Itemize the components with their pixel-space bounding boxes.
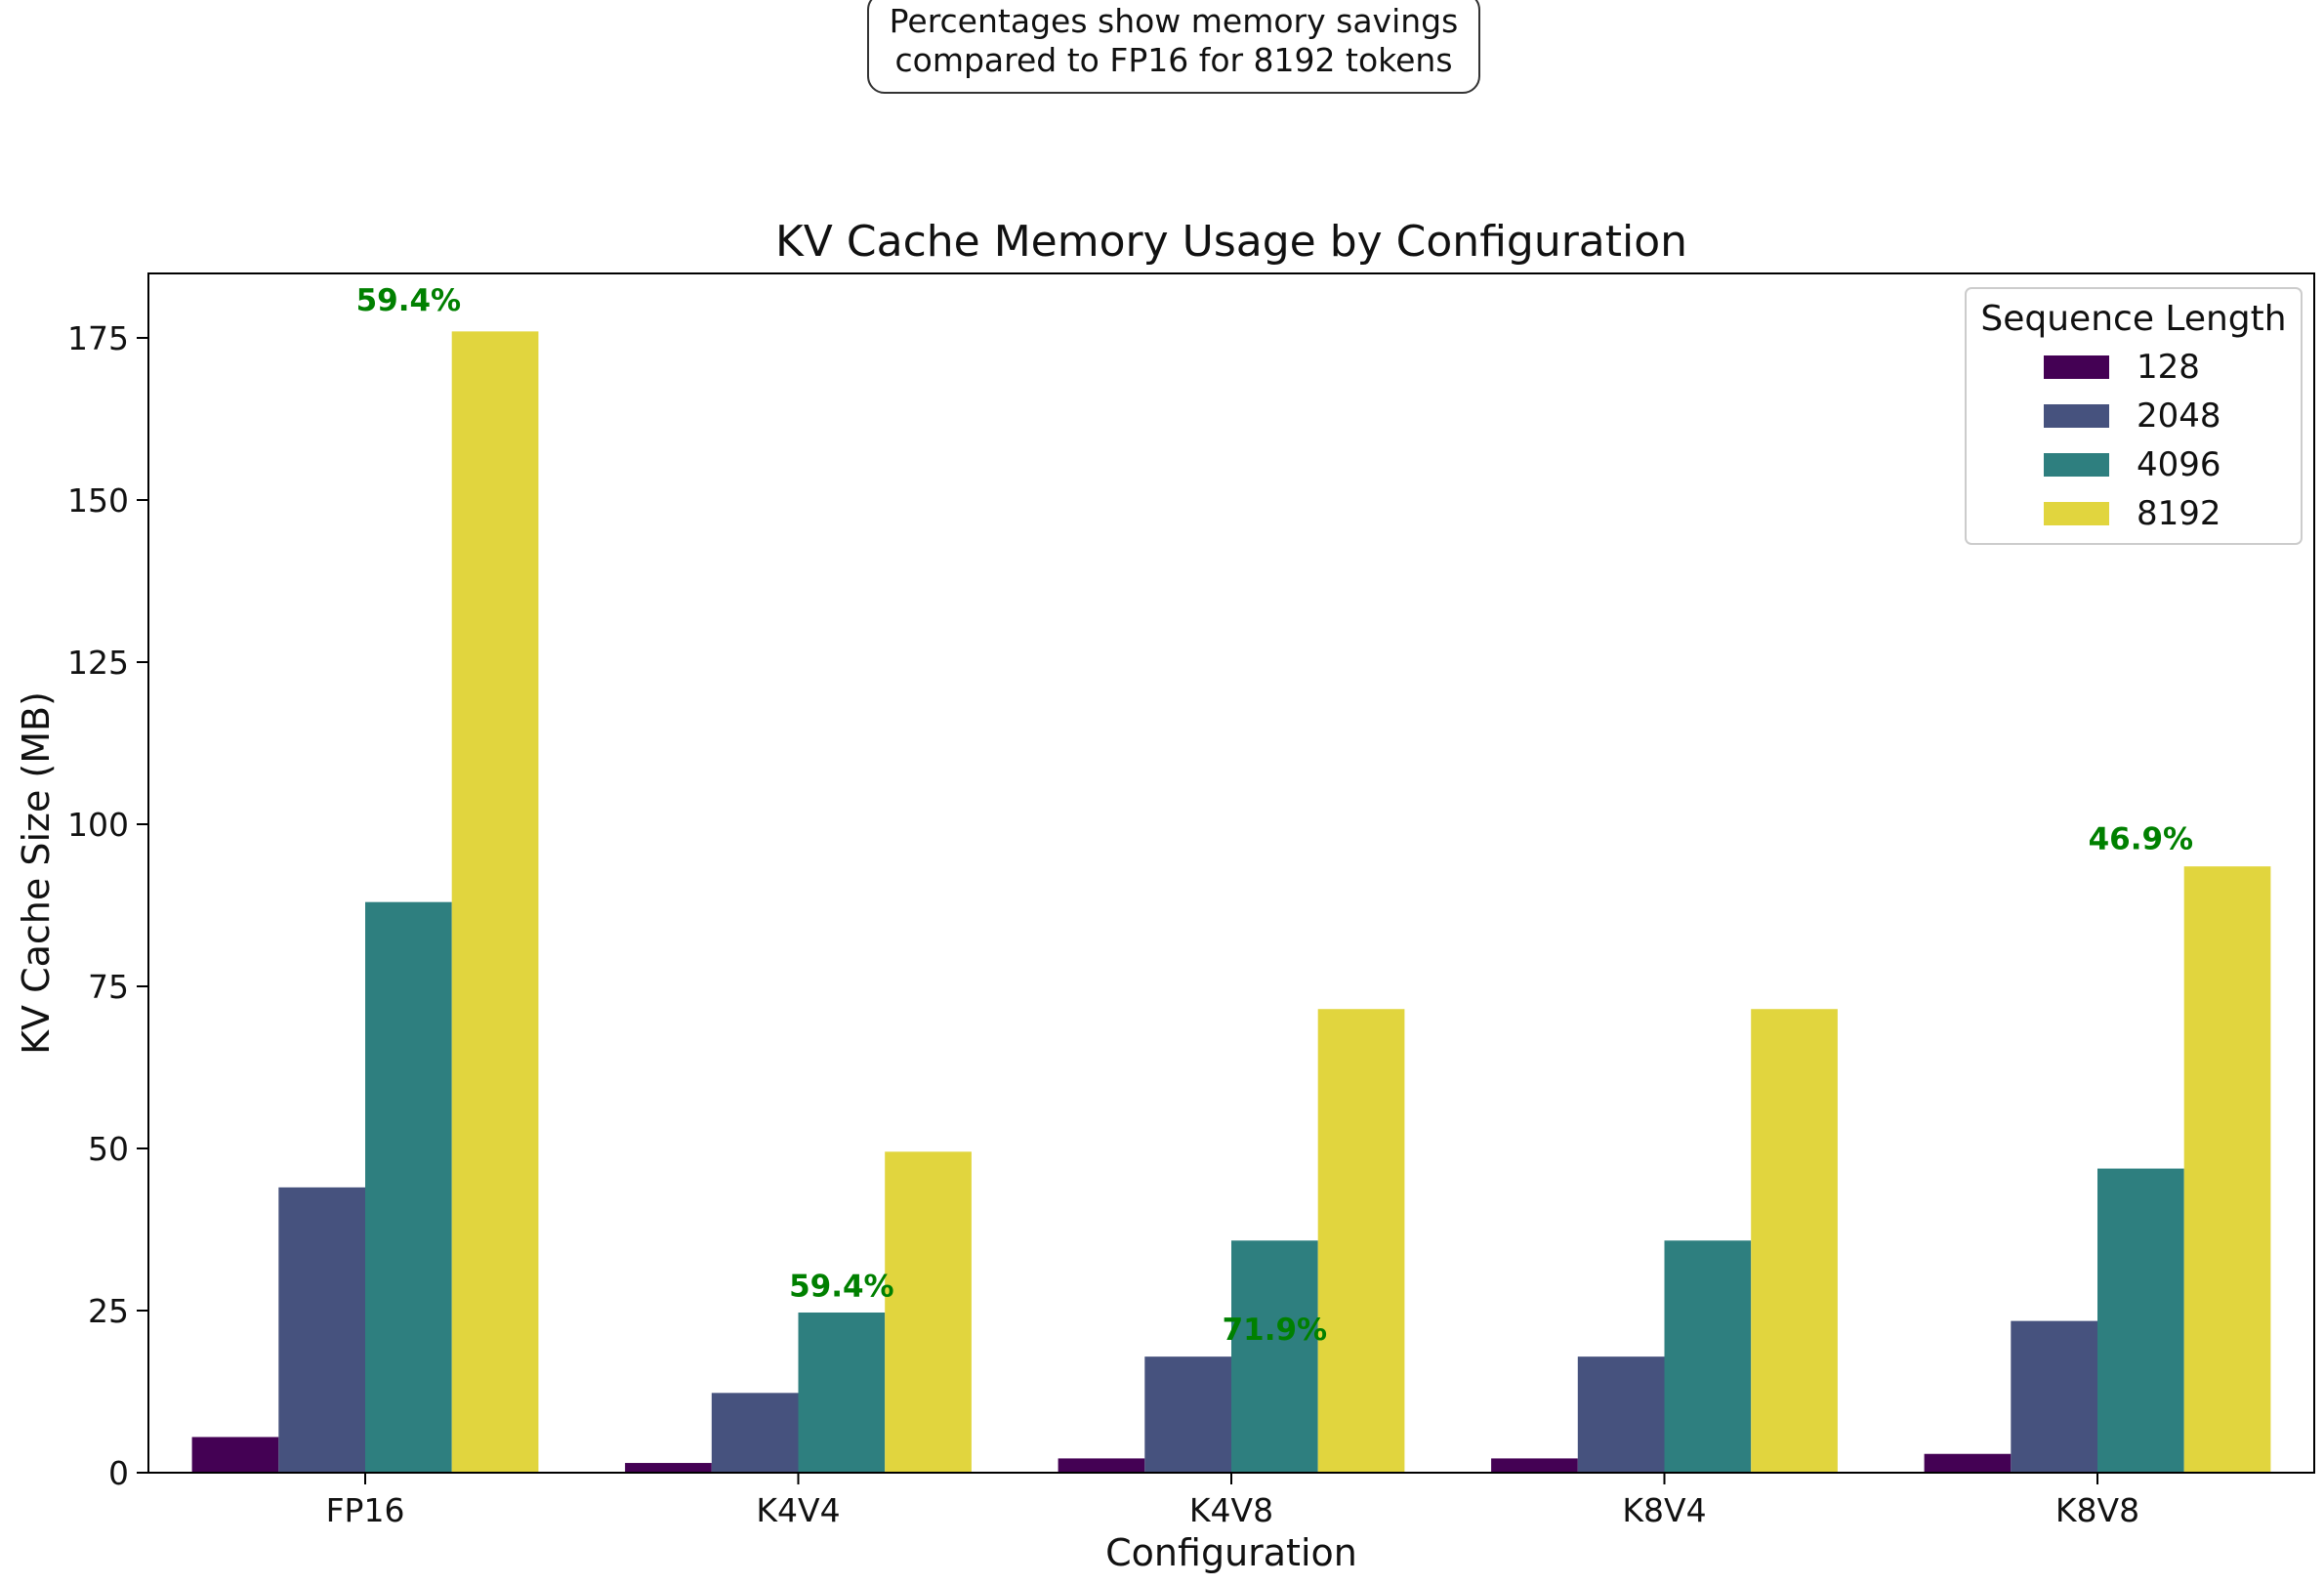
bar-K8V8-128 [1924, 1453, 2012, 1473]
note-line-1: Percentages show memory savings [889, 2, 1459, 40]
bar-FP16-8192 [451, 331, 539, 1473]
x-tick-label: K8V8 [2055, 1491, 2139, 1529]
savings-annotation: 71.9% [1223, 1313, 1328, 1348]
legend-swatch-8192 [2044, 502, 2109, 525]
legend-items: 128 2048 4096 8192 [2044, 348, 2221, 533]
chart-title: KV Cache Memory Usage by Configuration [775, 217, 1687, 267]
y-tick-label: 50 [88, 1130, 129, 1168]
marks-layer [191, 331, 2271, 1473]
bar-K8V4-4096 [1664, 1240, 1752, 1473]
bar-K4V8-128 [1058, 1458, 1145, 1473]
bar-K4V8-8192 [1317, 1009, 1405, 1473]
bar-K4V4-2048 [711, 1393, 799, 1473]
legend-label-4096: 4096 [2137, 445, 2221, 484]
x-tick-label: K8V4 [1622, 1491, 1706, 1529]
bar-K8V4-128 [1491, 1458, 1578, 1473]
bar-K4V4-128 [625, 1463, 712, 1473]
y-tick-label: 125 [67, 644, 129, 682]
y-axis-label: KV Cache Size (MB) [15, 691, 58, 1055]
bar-K4V4-8192 [885, 1151, 972, 1473]
y-tick-label: 100 [67, 806, 129, 844]
savings-annotation: 46.9% [2089, 821, 2194, 856]
legend: Sequence Length 128 2048 4096 8192 [1965, 287, 2303, 545]
legend-frame [1965, 287, 2303, 545]
bar-K8V4-8192 [1751, 1009, 1838, 1473]
y-tick-label: 25 [88, 1292, 129, 1330]
x-axis-label: Configuration [1105, 1531, 1357, 1574]
y-tick-label: 150 [67, 481, 129, 520]
y-tick-label: 0 [108, 1454, 129, 1492]
y-tick-label: 75 [88, 968, 129, 1006]
bar-K8V4-2048 [1577, 1356, 1665, 1473]
bar-K4V8-4096 [1231, 1240, 1318, 1473]
x-tick-label: FP16 [326, 1491, 405, 1529]
bar-K4V8-2048 [1144, 1356, 1231, 1473]
bar-K8V8-2048 [2011, 1320, 2097, 1473]
legend-swatch-4096 [2044, 453, 2109, 477]
x-tick-label: K4V4 [756, 1491, 840, 1529]
bar-FP16-128 [191, 1437, 279, 1473]
bar-K4V4-4096 [798, 1312, 886, 1473]
legend-swatch-2048 [2044, 404, 2109, 428]
legend-label-8192: 8192 [2137, 494, 2221, 533]
legend-title: Sequence Length [1980, 299, 2286, 339]
x-tick-label: K4V8 [1189, 1491, 1273, 1529]
annotations-layer: 59.4% 59.4% 71.9% 46.9% [356, 283, 2194, 1348]
bar-FP16-4096 [365, 901, 452, 1473]
savings-annotation: 59.4% [789, 1269, 894, 1304]
legend-label-128: 128 [2137, 348, 2200, 387]
legend-swatch-128 [2044, 355, 2109, 379]
bar-FP16-2048 [278, 1187, 365, 1473]
bar-K8V8-8192 [2183, 866, 2271, 1473]
annotation-note-box: Percentages show memory savings compared… [867, 0, 1480, 94]
note-line-2: compared to FP16 for 8192 tokens [894, 41, 1453, 79]
y-tick-label: 175 [67, 319, 129, 357]
ticks-layer: 0 25 50 75 100 125 150 175 FP16 K4V4 K4V8 K8V4 K8V8 [67, 319, 2139, 1529]
bar-K8V8-4096 [2097, 1168, 2184, 1473]
savings-annotation: 59.4% [356, 283, 462, 318]
legend-label-2048: 2048 [2137, 396, 2221, 436]
